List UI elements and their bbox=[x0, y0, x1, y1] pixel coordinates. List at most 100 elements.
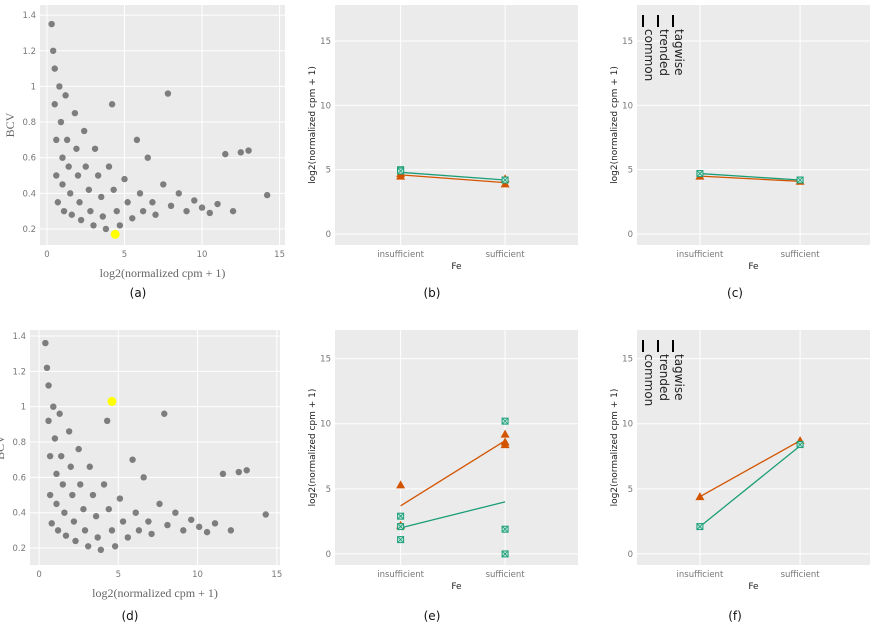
x-axis-label: log2(normalized cpm + 1) bbox=[92, 586, 218, 600]
point bbox=[46, 491, 54, 499]
point bbox=[94, 172, 102, 179]
point bbox=[116, 222, 124, 229]
square-cross bbox=[397, 523, 404, 530]
series-line bbox=[400, 174, 506, 184]
point bbox=[75, 445, 82, 453]
point bbox=[91, 145, 99, 152]
square-cross bbox=[397, 167, 404, 175]
point bbox=[90, 222, 97, 229]
y-tick-label: 0.8 bbox=[12, 438, 26, 448]
point bbox=[48, 520, 55, 527]
point bbox=[129, 215, 136, 222]
y-tick-label: 5 bbox=[628, 166, 633, 176]
point bbox=[77, 481, 84, 488]
point bbox=[235, 468, 242, 476]
square-cross bbox=[397, 536, 404, 543]
point bbox=[105, 505, 112, 513]
legend-label: tagwise bbox=[672, 354, 686, 400]
point bbox=[116, 495, 124, 502]
legend-label: tagwise bbox=[672, 29, 686, 75]
point bbox=[53, 470, 60, 478]
x-axis-label: log2(normalized cpm + 1) bbox=[100, 266, 226, 280]
point bbox=[80, 505, 87, 513]
legend-key bbox=[642, 15, 644, 27]
point bbox=[62, 92, 69, 99]
y-tick-label: 0.6 bbox=[22, 154, 36, 164]
point bbox=[140, 474, 147, 481]
point bbox=[81, 527, 89, 534]
point bbox=[85, 186, 93, 193]
point bbox=[48, 20, 55, 28]
point bbox=[148, 530, 155, 538]
point bbox=[211, 520, 219, 527]
point bbox=[105, 163, 113, 170]
legend-label: trended bbox=[657, 29, 671, 76]
square-cross bbox=[501, 550, 509, 558]
point bbox=[133, 136, 141, 144]
y-tick-label: 5 bbox=[326, 166, 331, 176]
panel: 0.2 0.4 0.6 0.8 1 1.2 1.4 (a) BCV log2(normalized… bbox=[3, 5, 285, 300]
point bbox=[206, 209, 213, 217]
legend-key bbox=[657, 15, 659, 27]
y-tick-label: 5 bbox=[326, 485, 331, 495]
point bbox=[222, 150, 229, 158]
point bbox=[56, 83, 63, 90]
point bbox=[59, 181, 66, 188]
series-line bbox=[699, 445, 801, 528]
panel-label: (a) bbox=[130, 286, 147, 300]
square-cross bbox=[501, 525, 509, 533]
y-axis-label: log2(normalized cpm + 1) bbox=[308, 389, 318, 507]
x-tick-label: 10 bbox=[197, 250, 208, 260]
series-line bbox=[699, 440, 801, 498]
y-axis-label: BCV bbox=[0, 435, 7, 460]
point bbox=[183, 207, 190, 215]
point bbox=[263, 191, 271, 199]
point bbox=[56, 410, 63, 417]
legend-label: common bbox=[642, 354, 656, 406]
point bbox=[102, 225, 110, 233]
point bbox=[82, 163, 89, 170]
point bbox=[59, 481, 67, 488]
series-line bbox=[400, 440, 506, 507]
series-line bbox=[699, 172, 801, 181]
point bbox=[71, 109, 79, 117]
panel: 0 5 10 15 (e) log2(normalized cpm + 1) Fe insuf… bbox=[308, 330, 578, 623]
point bbox=[104, 417, 111, 425]
point bbox=[53, 136, 60, 144]
point bbox=[167, 202, 175, 210]
y-tick-label: 15 bbox=[320, 355, 331, 365]
point bbox=[59, 154, 66, 161]
y-tick-label: 10 bbox=[622, 101, 633, 111]
point bbox=[69, 491, 76, 499]
plot-background bbox=[335, 5, 578, 245]
panel: 0 5 10 15 (b) log2(normalized cpm + 1) Fe insuf… bbox=[308, 5, 578, 300]
point bbox=[245, 147, 252, 154]
point bbox=[195, 523, 203, 531]
point bbox=[70, 518, 78, 525]
point bbox=[94, 534, 101, 541]
square-cross bbox=[696, 523, 704, 530]
plot-background bbox=[637, 5, 870, 245]
point bbox=[99, 213, 107, 220]
point bbox=[77, 216, 85, 224]
y-tick-label: 15 bbox=[622, 37, 633, 47]
point bbox=[86, 463, 93, 470]
point bbox=[89, 491, 97, 499]
point bbox=[139, 207, 147, 215]
point bbox=[129, 456, 136, 463]
point bbox=[57, 118, 65, 126]
point bbox=[73, 145, 80, 152]
point bbox=[50, 403, 57, 410]
x-tick-label: 5 bbox=[116, 570, 121, 580]
triangle-marker bbox=[500, 437, 510, 446]
point bbox=[214, 200, 221, 208]
series-line bbox=[699, 175, 801, 182]
point bbox=[135, 527, 143, 534]
point bbox=[42, 339, 49, 347]
point bbox=[121, 175, 128, 183]
point bbox=[219, 470, 227, 478]
point bbox=[172, 509, 179, 516]
panel: 0.2 0.4 0.6 0.8 1 1.2 1.4 (d) BCV log2(normalized… bbox=[0, 330, 282, 623]
y-axis-label: BCV bbox=[3, 112, 17, 137]
